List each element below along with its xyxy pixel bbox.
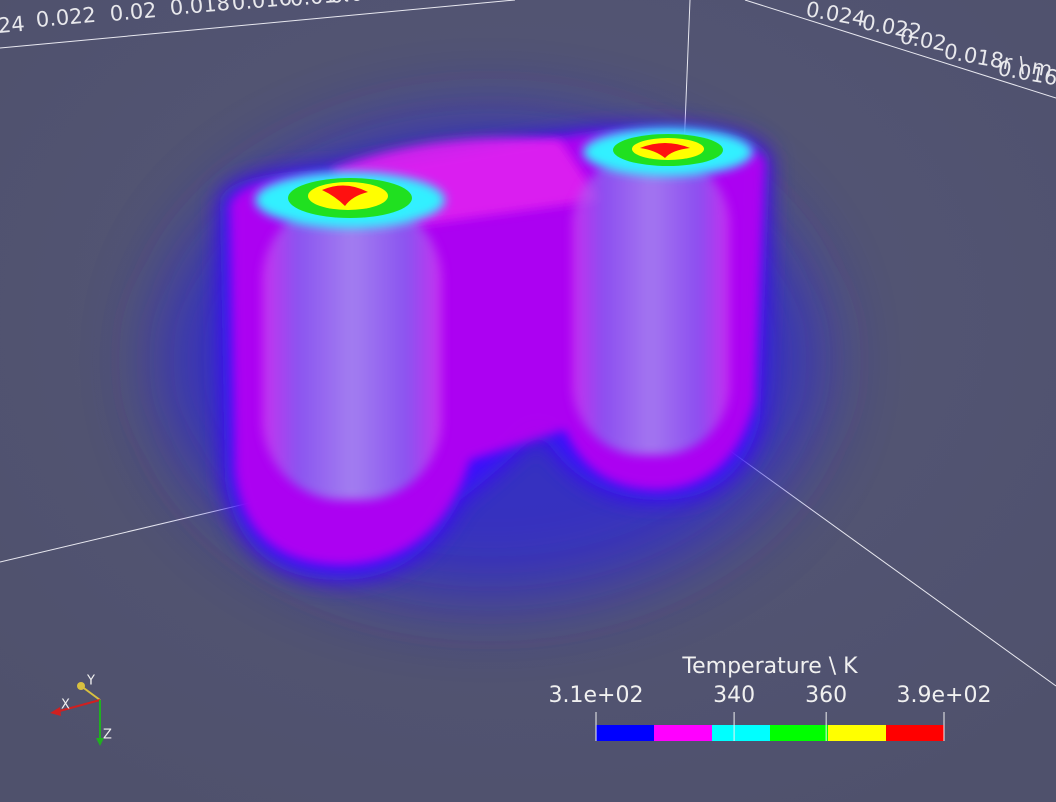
legend-title: Temperature \ K: [681, 654, 858, 679]
axis-y-label: Y: [86, 674, 95, 689]
volume-render: [160, 120, 820, 600]
colorbar-tick-label: 360: [805, 683, 847, 708]
colorbar-segment: [770, 725, 829, 741]
axis-tick-label: 0.022: [35, 3, 97, 32]
axis-tick-label: 0.014: [289, 0, 351, 11]
axis-tick-label: 24: [0, 12, 26, 38]
axis-tick-label: 0.018: [169, 0, 231, 20]
axis-tick-label: 0.02: [109, 0, 158, 26]
colorbar-tick-label: 340: [713, 683, 755, 708]
colorbar-segment: [886, 725, 945, 741]
colorbar-segment: [654, 725, 713, 741]
orientation-axes: Y X Z: [50, 674, 112, 746]
color-legend: Temperature \ K 3.1e+02 340 360 3.9e+02: [549, 654, 992, 741]
colorbar-segment: [596, 725, 655, 741]
axes-box: [0, 0, 1056, 687]
axis-x-label: X: [61, 698, 70, 713]
colorbar-tick-label: 3.1e+02: [549, 683, 644, 708]
colorbar-segment: [828, 725, 887, 741]
axis-tick-label: 0.012: [329, 0, 391, 8]
colorbar-tick-label: 3.9e+02: [897, 683, 992, 708]
colorbar-segment: [712, 725, 771, 741]
axis-z-label: Z: [103, 728, 112, 743]
